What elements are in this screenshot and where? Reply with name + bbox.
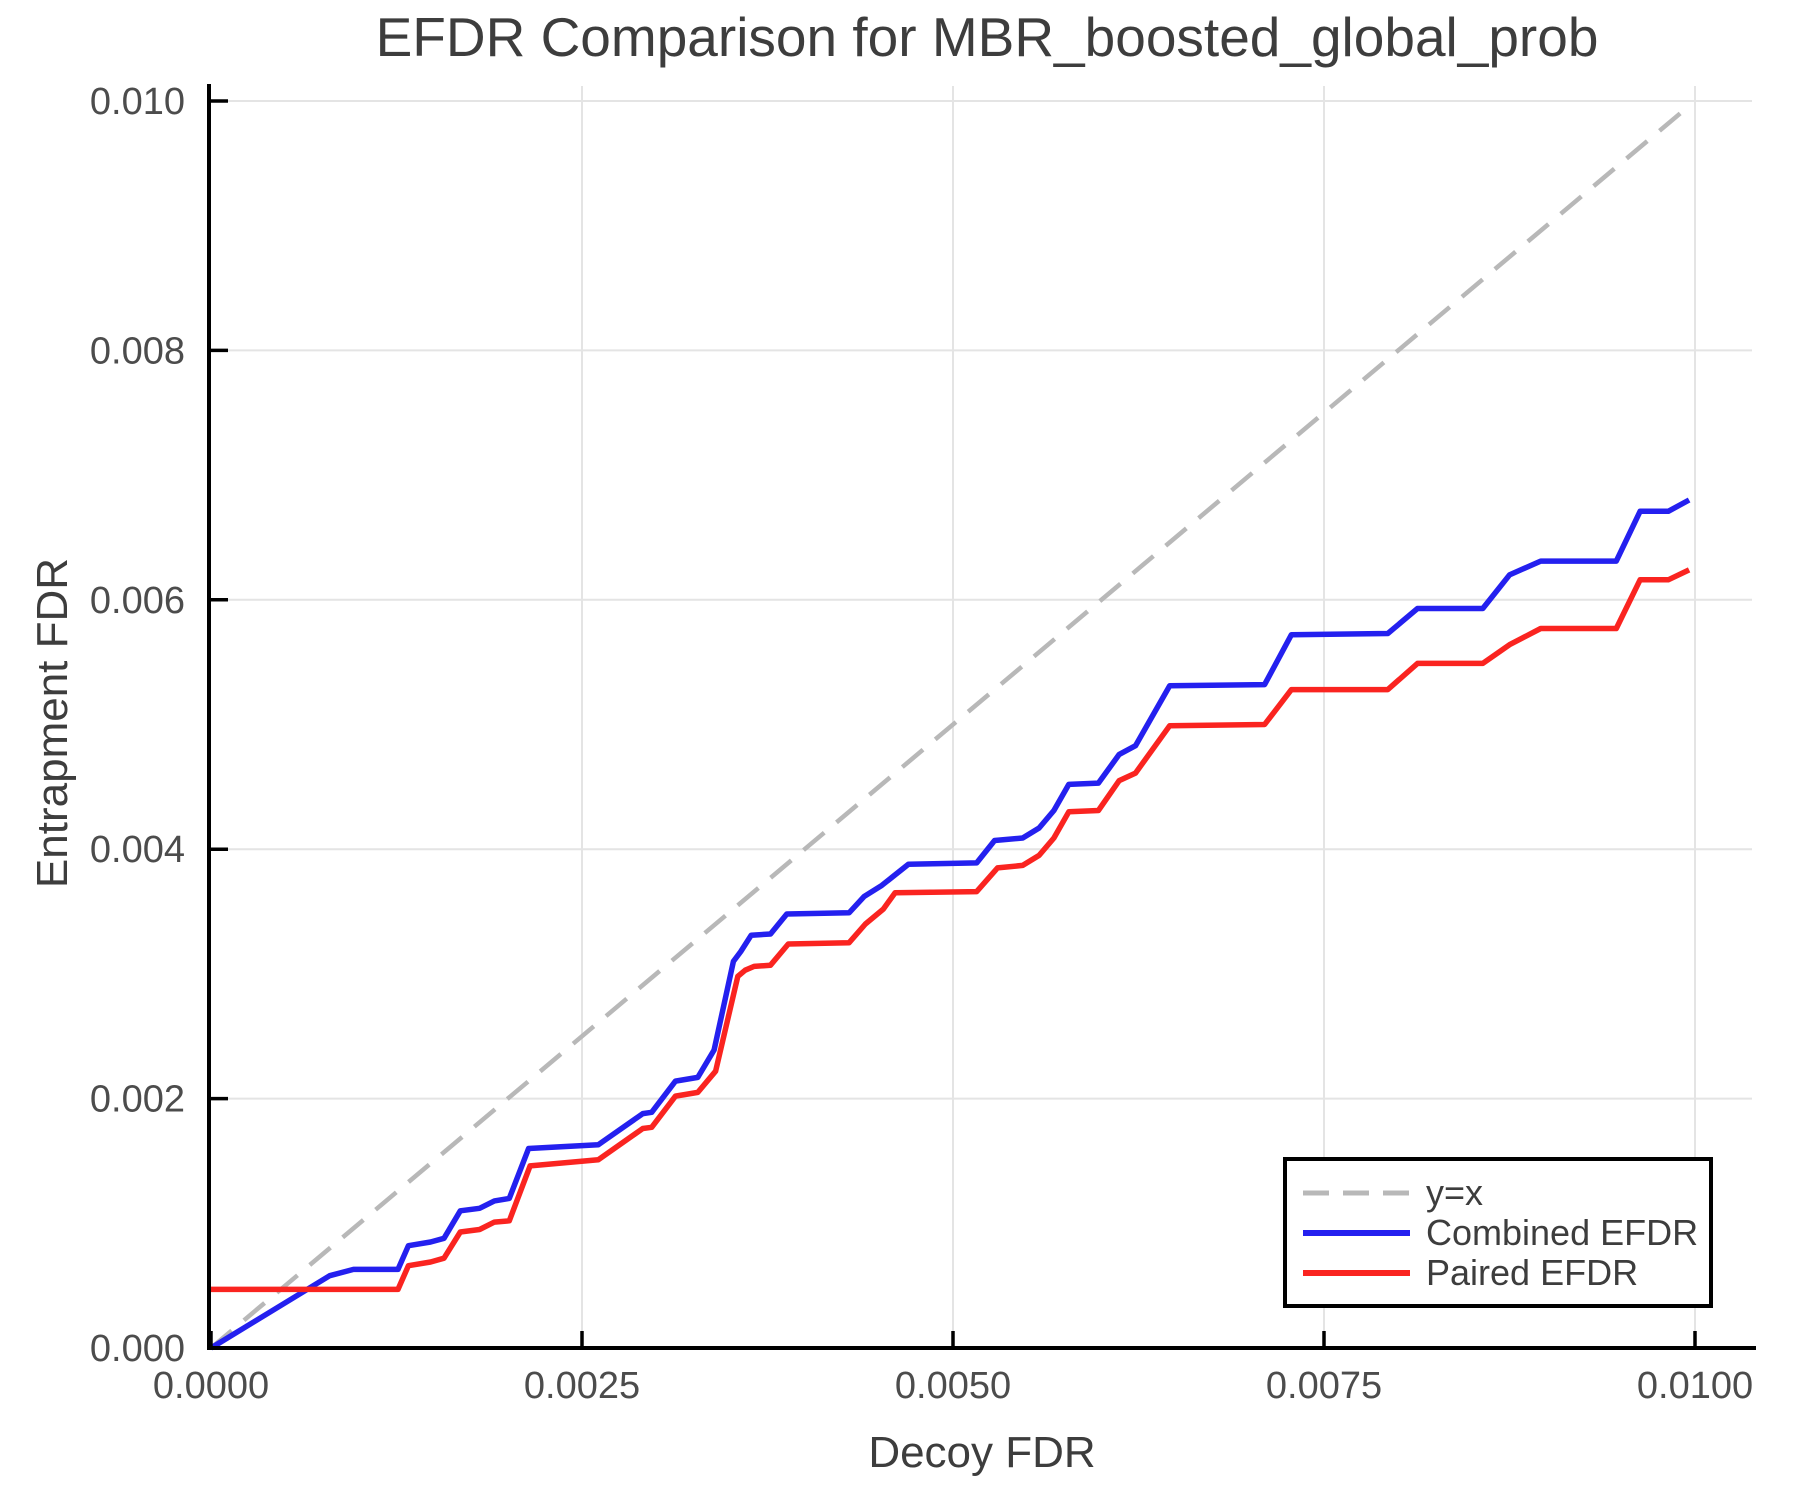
series-combined-efdr-line xyxy=(209,497,1691,1351)
dashed-line-sample-icon xyxy=(1303,1190,1410,1195)
legend-entry-paired: Paired EFDR xyxy=(1303,1251,1709,1293)
series-y-x-line xyxy=(209,101,1694,1350)
y-tick-label: 0.006 xyxy=(90,580,185,622)
legend: y=x Combined EFDR Paired EFDR xyxy=(1283,1157,1713,1308)
legend-label-identity: y=x xyxy=(1426,1171,1484,1213)
legend-label-paired: Paired EFDR xyxy=(1426,1251,1639,1293)
y-tick-label: 0.000 xyxy=(90,1328,185,1370)
legend-entry-identity: y=x xyxy=(1303,1171,1709,1213)
blue-line-sample-icon xyxy=(1303,1229,1410,1236)
legend-label-combined: Combined EFDR xyxy=(1426,1211,1699,1253)
x-tick-label: 0.0050 xyxy=(895,1365,1011,1407)
chart-title: EFDR Comparison for MBR_boosted_global_p… xyxy=(375,6,1599,68)
y-axis-label: Entrapment FDR xyxy=(28,557,77,889)
x-tick-label: 0.0000 xyxy=(153,1365,269,1407)
x-axis-label: Decoy FDR xyxy=(868,1428,1096,1477)
series-paired-efdr-line xyxy=(211,567,1691,1293)
y-tick-label: 0.002 xyxy=(90,1079,185,1121)
y-tick-label: 0.010 xyxy=(90,81,185,123)
x-tick-label: 0.0025 xyxy=(524,1365,640,1407)
x-tick-label: 0.0075 xyxy=(1266,1365,1382,1407)
legend-entry-combined: Combined EFDR xyxy=(1303,1211,1709,1253)
y-tick-label: 0.008 xyxy=(90,330,185,372)
red-line-sample-icon xyxy=(1303,1269,1410,1276)
y-tick-label: 0.004 xyxy=(90,829,185,871)
x-tick-label: 0.0100 xyxy=(1637,1365,1753,1407)
